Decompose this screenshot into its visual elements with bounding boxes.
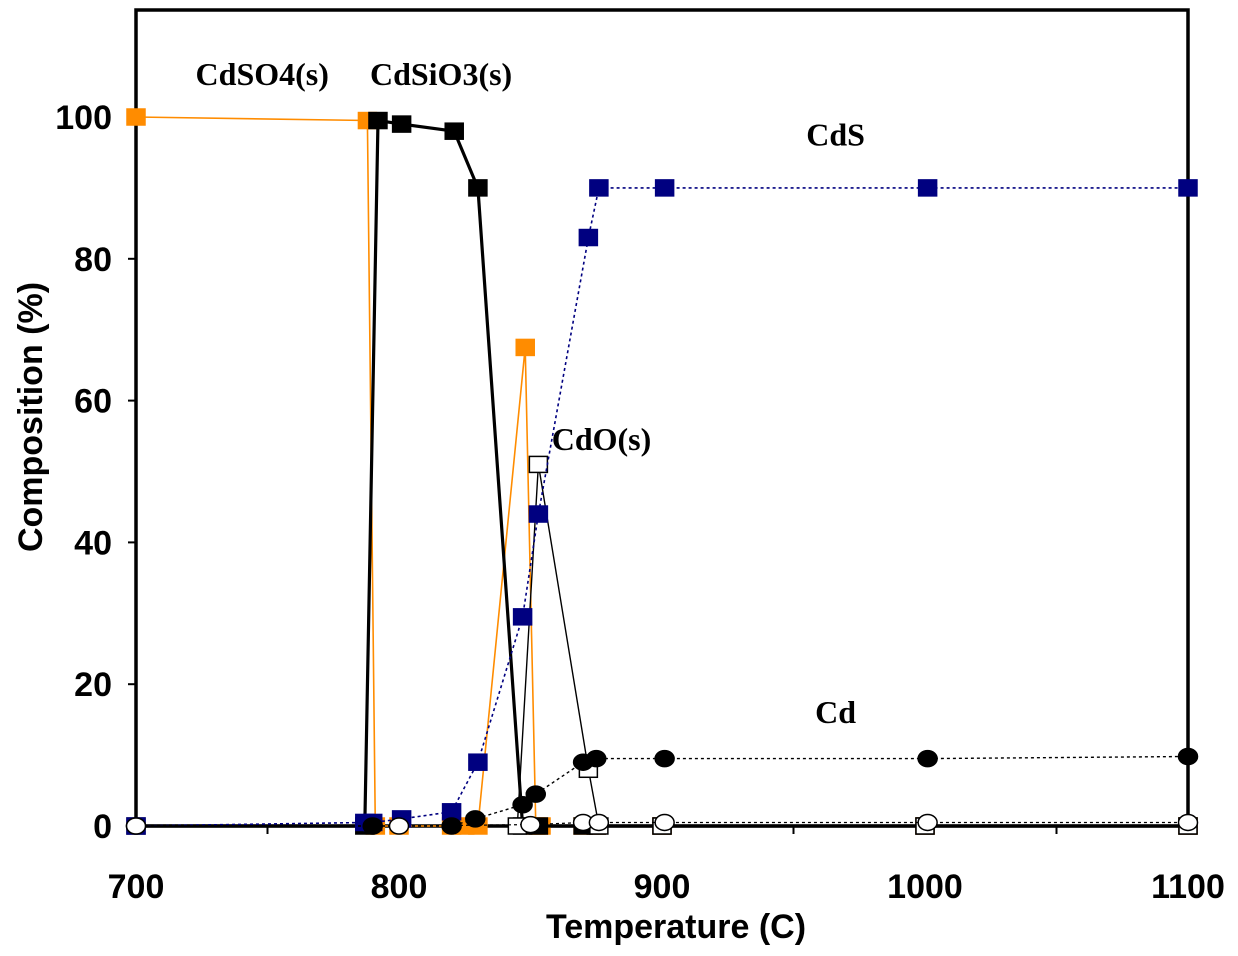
series-4-point: [917, 749, 938, 768]
series-layer: [125, 108, 1199, 835]
series-2: [507, 455, 1198, 835]
y-tick-label: 60: [74, 383, 112, 421]
series-0: [126, 108, 1198, 835]
y-tick-label: 80: [74, 241, 112, 279]
series-1-point: [391, 115, 412, 133]
y-tick-label: 20: [74, 666, 112, 704]
series-5-point: [1177, 813, 1199, 832]
y-tick-label: 40: [74, 524, 112, 562]
series-5-point: [388, 817, 410, 835]
series-5-point: [917, 813, 938, 832]
series-1: [126, 111, 1198, 835]
series-4-point: [512, 795, 533, 814]
annotation-layer: CdSO4(s) CdSiO3(s) CdS CdO(s) Cd: [196, 56, 865, 730]
series-3-point: [512, 608, 533, 626]
x-tick-label: 700: [108, 868, 165, 906]
series-4-point: [465, 810, 486, 828]
x-tick-label: 1100: [1151, 868, 1225, 906]
annotation-label: CdS: [806, 116, 865, 152]
annotation-label: CdO(s): [552, 421, 652, 457]
series-0-point: [515, 338, 535, 357]
series-4-point: [1177, 747, 1199, 766]
x-axis-title: Temperature (C): [546, 908, 806, 946]
x-tick-label: 900: [634, 868, 691, 906]
plot-frame: [134, 8, 1190, 828]
series-2-line: [516, 463, 1188, 827]
x-tick-label: 800: [371, 868, 428, 906]
series-0-point: [126, 108, 146, 126]
x-tick-label: 1000: [887, 868, 963, 906]
series-1-point: [444, 122, 464, 140]
series-5-point: [654, 813, 675, 832]
series-3-line: [135, 187, 1188, 827]
annotation-label: CdSO4(s): [196, 56, 329, 92]
series-1-line: [136, 118, 1188, 828]
series-3-point: [589, 179, 609, 197]
y-tick-label: 0: [93, 808, 112, 846]
series-5-point: [125, 817, 147, 835]
series-1-point: [368, 111, 388, 130]
series-5-line: [136, 821, 1188, 827]
axis-titles: Temperature (C) Composition (%): [12, 282, 806, 946]
annotation-label: Cd: [815, 694, 856, 730]
series-2-point: [528, 455, 549, 474]
y-tick-label: 100: [55, 99, 112, 137]
y-axis-title: Composition (%): [12, 282, 50, 552]
series-3: [126, 179, 1198, 835]
series-5: [125, 813, 1199, 835]
series-0-line: [135, 116, 1188, 827]
series-3-point: [528, 505, 549, 523]
axes-layer: 700 800 900 1000 1100 0 20 40 60 80 100: [55, 8, 1225, 906]
annotation-label: CdSiO3(s): [370, 56, 512, 92]
series-4-point: [586, 749, 607, 768]
series-3-point: [1178, 179, 1198, 197]
series-4-point: [654, 749, 675, 768]
series-3-point: [468, 753, 488, 771]
series-1-point: [468, 179, 488, 197]
series-3-point: [578, 228, 599, 247]
series-3-point: [654, 179, 675, 197]
series-4-point: [525, 785, 547, 803]
series-5-point: [588, 813, 610, 832]
series-5-point: [520, 815, 541, 834]
series-3-point: [917, 179, 938, 197]
